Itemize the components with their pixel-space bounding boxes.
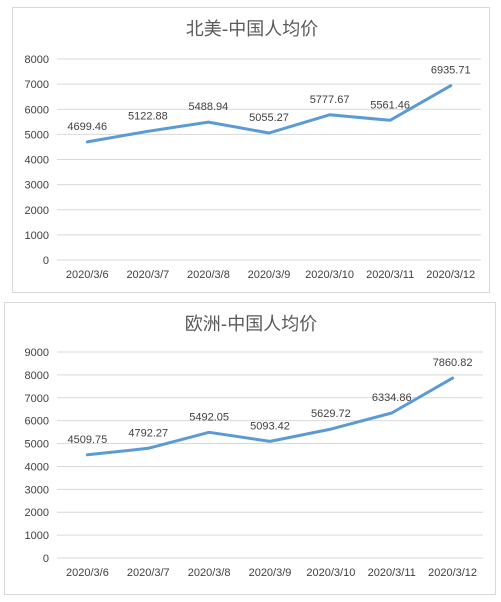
y-tick-label: 7000 bbox=[25, 79, 49, 91]
y-tick-label: 2000 bbox=[25, 507, 49, 519]
y-tick-label: 7000 bbox=[25, 393, 49, 405]
y-tick-label: 5000 bbox=[25, 439, 49, 451]
data-label: 4792.27 bbox=[128, 427, 168, 439]
chart-title: 北美-中国人均价 bbox=[186, 19, 319, 40]
data-label: 5055.27 bbox=[249, 112, 289, 124]
y-tick-label: 4000 bbox=[25, 461, 49, 473]
x-tick-label: 2020/3/9 bbox=[248, 269, 291, 281]
chart-north-america: 北美-中国人均价 0 1000 2000 3000 4000 5000 6000 7000 80… bbox=[12, 7, 490, 293]
data-label: 5561.46 bbox=[370, 99, 410, 111]
chart-europe: 欧洲-中国人均价 0 1000 2000 3000 4000 5000 6000 7000 80… bbox=[4, 302, 496, 595]
data-label: 5777.67 bbox=[310, 94, 350, 106]
x-tick-label: 2020/3/12 bbox=[426, 269, 475, 281]
y-tick-label: 4000 bbox=[25, 155, 49, 167]
y-tick-label: 8000 bbox=[25, 54, 49, 66]
y-tick-label: 0 bbox=[43, 255, 49, 267]
y-tick-label: 6000 bbox=[25, 104, 49, 116]
x-tick-label: 2020/3/6 bbox=[66, 269, 109, 281]
y-tick-label: 6000 bbox=[25, 416, 49, 428]
x-tick-label: 2020/3/11 bbox=[366, 269, 414, 281]
x-tick-label: 2020/3/10 bbox=[305, 269, 354, 281]
x-tick-label: 2020/3/9 bbox=[249, 567, 292, 579]
y-tick-label: 0 bbox=[43, 553, 49, 565]
y-tick-label: 3000 bbox=[25, 180, 49, 192]
data-label: 5629.72 bbox=[311, 408, 351, 420]
data-label: 6935.71 bbox=[431, 65, 471, 77]
y-tick-label: 2000 bbox=[25, 205, 49, 217]
series-line bbox=[85, 84, 453, 144]
data-label: 6334.86 bbox=[372, 392, 412, 404]
x-tick-label: 2020/3/8 bbox=[187, 269, 230, 281]
x-tick-label: 2020/3/12 bbox=[428, 567, 477, 579]
series-line bbox=[85, 376, 455, 457]
x-tick-label: 2020/3/11 bbox=[368, 567, 416, 579]
y-tick-label: 8000 bbox=[25, 370, 49, 382]
data-label: 7860.82 bbox=[433, 357, 473, 369]
data-label: 5122.88 bbox=[128, 110, 168, 122]
data-label: 5492.05 bbox=[189, 411, 229, 423]
data-label: 5488.94 bbox=[189, 101, 229, 113]
y-tick-label: 1000 bbox=[25, 530, 49, 542]
x-tick-label: 2020/3/7 bbox=[126, 269, 169, 281]
data-label: 4699.46 bbox=[67, 121, 107, 133]
y-tick-label: 9000 bbox=[25, 347, 49, 359]
chart-north-america-svg: 北美-中国人均价 0 1000 2000 3000 4000 5000 6000 7000 80… bbox=[25, 19, 481, 281]
data-label: 4509.75 bbox=[68, 434, 108, 446]
chart-title: 欧洲-中国人均价 bbox=[185, 314, 318, 335]
y-tick-label: 5000 bbox=[25, 129, 49, 141]
x-tick-label: 2020/3/10 bbox=[306, 567, 355, 579]
x-tick-label: 2020/3/6 bbox=[66, 567, 109, 579]
chart-europe-svg: 欧洲-中国人均价 0 1000 2000 3000 4000 5000 6000 7000 80… bbox=[25, 314, 483, 579]
y-tick-label: 3000 bbox=[25, 484, 49, 496]
x-tick-label: 2020/3/7 bbox=[127, 567, 170, 579]
x-tick-label: 2020/3/8 bbox=[188, 567, 231, 579]
data-label: 5093.42 bbox=[250, 420, 290, 432]
y-tick-label: 1000 bbox=[25, 230, 49, 242]
